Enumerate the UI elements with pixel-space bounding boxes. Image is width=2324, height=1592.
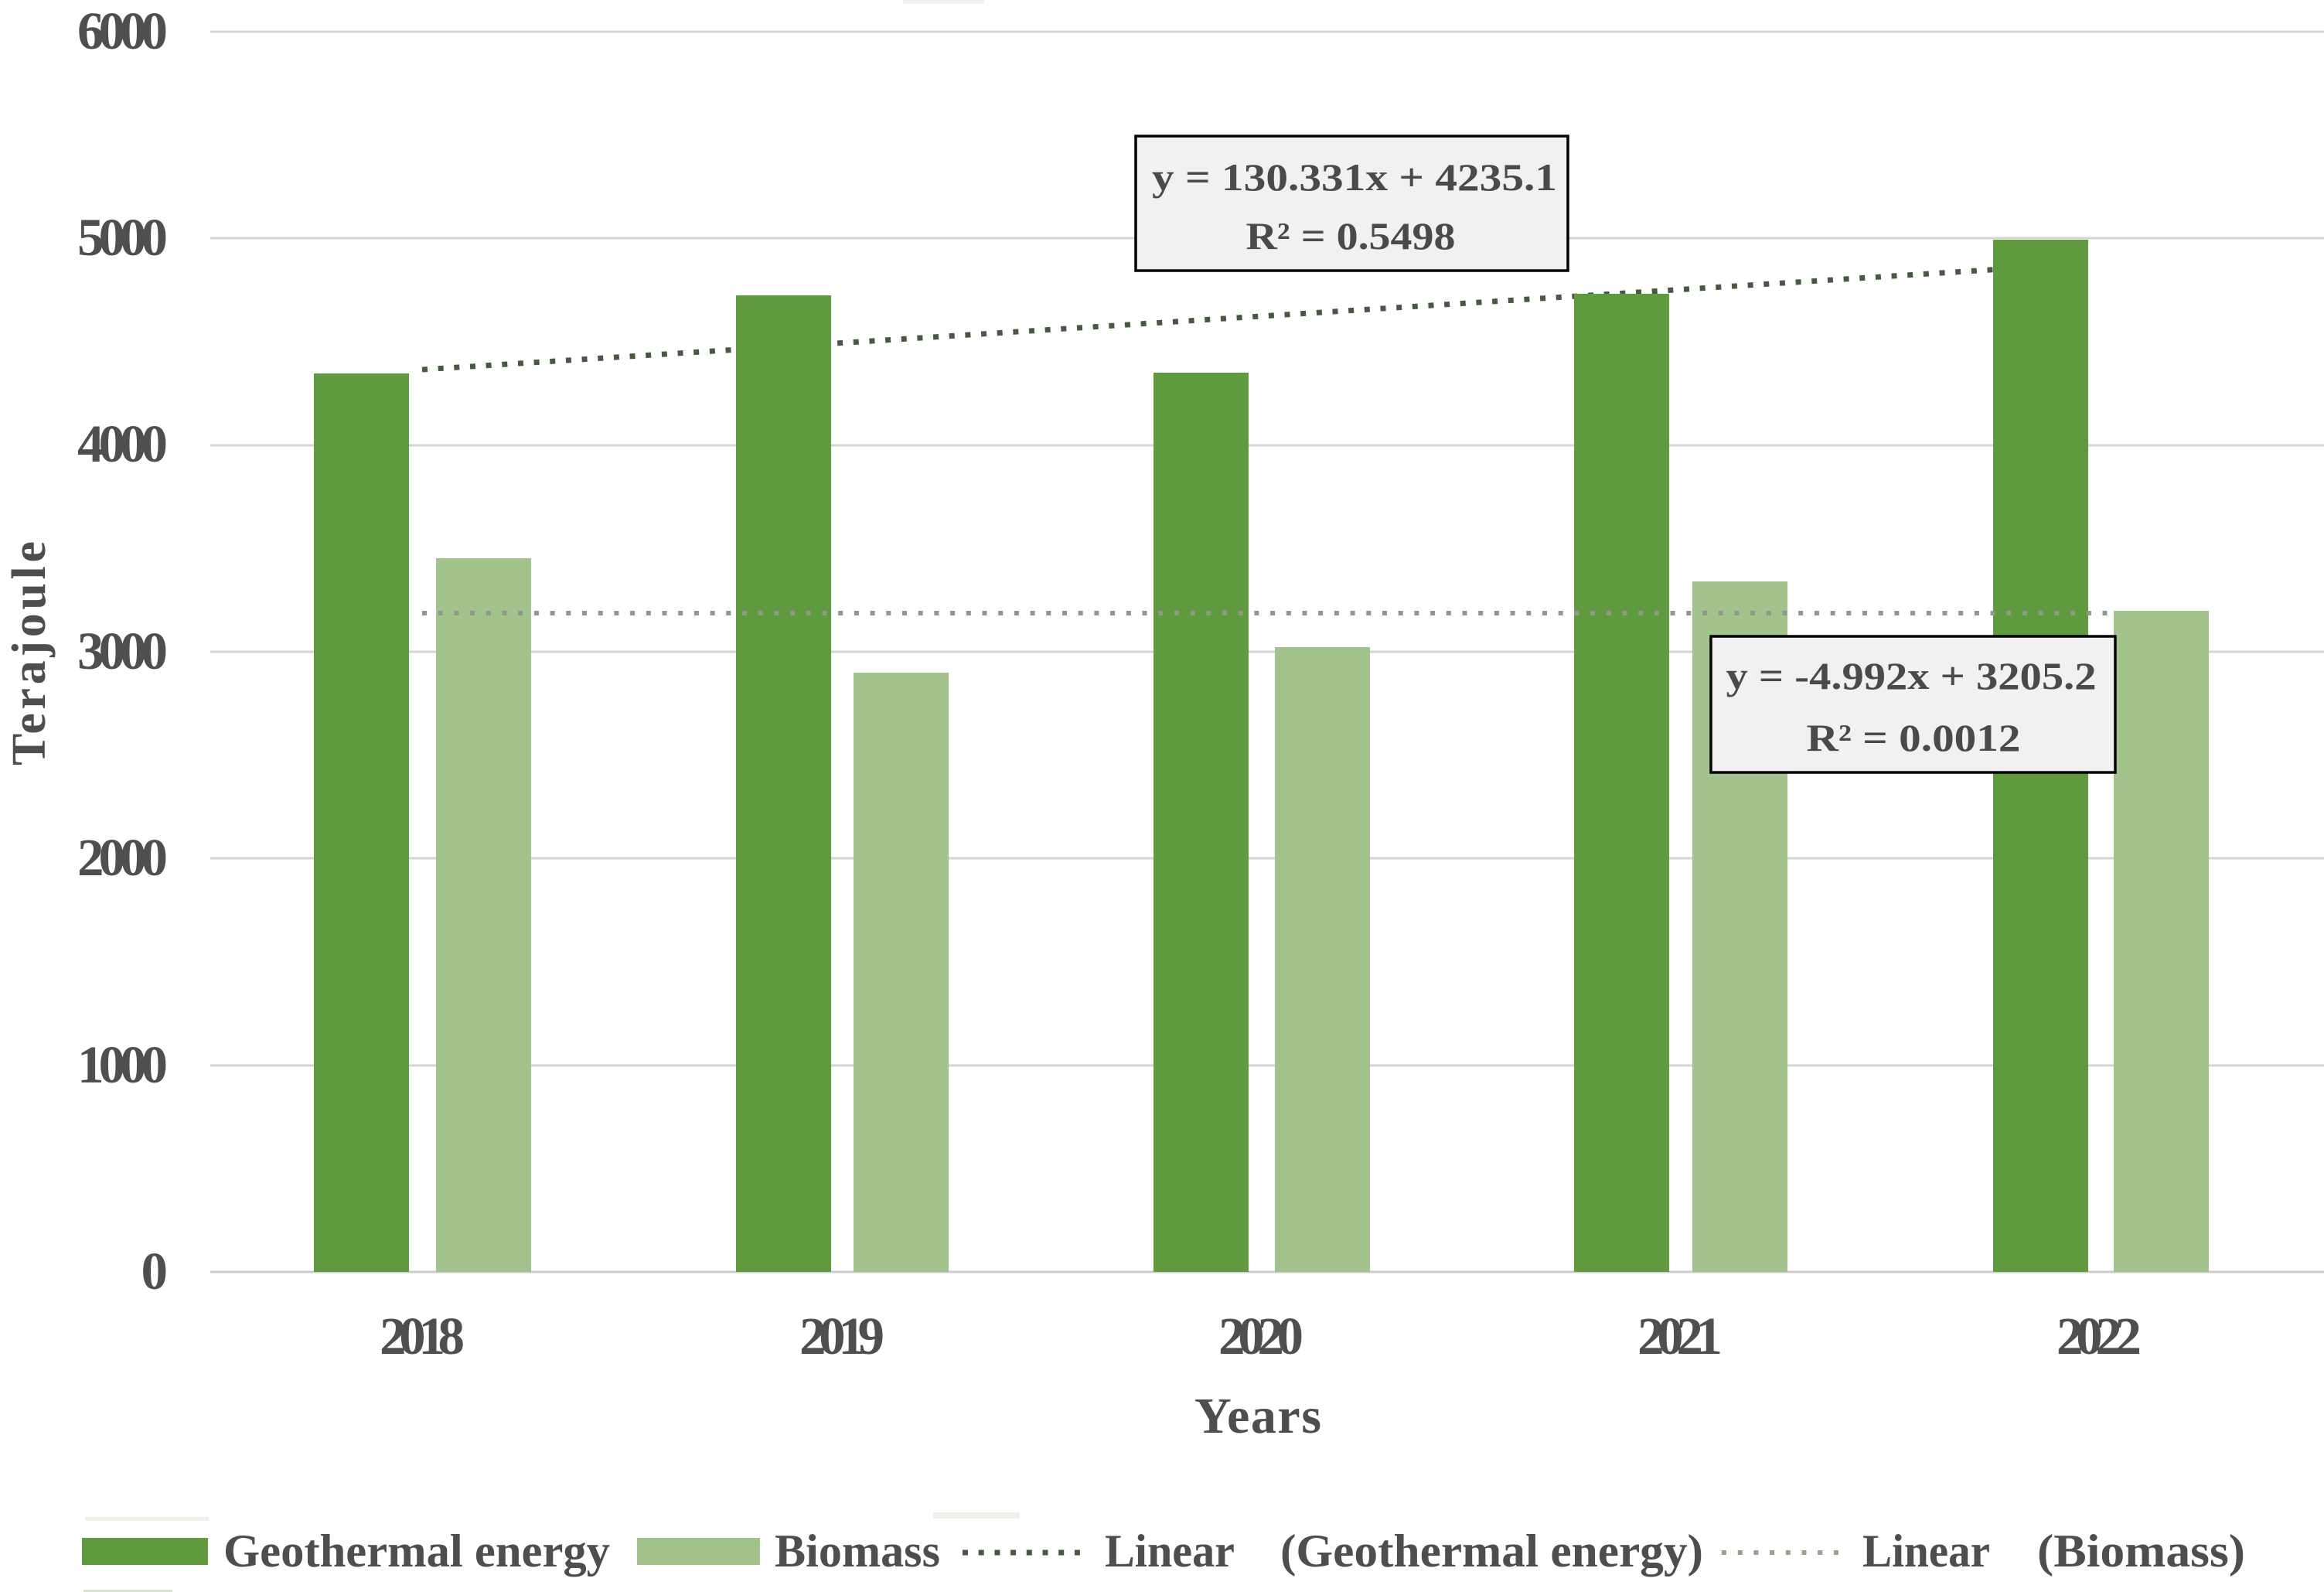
svg-text:4000: 4000 bbox=[77, 414, 168, 473]
svg-text:R² = 0.0012: R² = 0.0012 bbox=[1807, 716, 2021, 759]
svg-text:(Biomass): (Biomass) bbox=[2037, 1526, 2245, 1577]
svg-text:5000: 5000 bbox=[77, 208, 168, 267]
svg-text:2000: 2000 bbox=[77, 828, 168, 887]
svg-text:Linear: Linear bbox=[1862, 1526, 1990, 1577]
svg-text:R² = 0.5498: R² = 0.5498 bbox=[1246, 214, 1456, 257]
svg-text:2019: 2019 bbox=[799, 1307, 884, 1365]
svg-text:(Geothermal energy): (Geothermal energy) bbox=[1280, 1526, 1703, 1577]
svg-text:2018: 2018 bbox=[380, 1307, 465, 1365]
svg-text:Biomass: Biomass bbox=[775, 1526, 940, 1577]
svg-text:Terajoule: Terajoule bbox=[3, 541, 56, 765]
svg-text:Years: Years bbox=[1194, 1388, 1321, 1444]
svg-text:2021: 2021 bbox=[1637, 1307, 1723, 1365]
svg-text:1000: 1000 bbox=[77, 1035, 168, 1094]
svg-text:2020: 2020 bbox=[1218, 1307, 1303, 1365]
svg-text:Geothermal energy: Geothermal energy bbox=[223, 1526, 610, 1577]
svg-text:0: 0 bbox=[141, 1242, 169, 1301]
svg-text:Linear: Linear bbox=[1105, 1526, 1235, 1577]
svg-text:y = -4.992x + 3205.2: y = -4.992x + 3205.2 bbox=[1726, 654, 2097, 697]
svg-text:y = 130.331x + 4235.1: y = 130.331x + 4235.1 bbox=[1152, 155, 1557, 199]
svg-text:3000: 3000 bbox=[77, 622, 168, 680]
svg-text:2022: 2022 bbox=[2057, 1307, 2142, 1365]
svg-text:6000: 6000 bbox=[77, 2, 168, 60]
